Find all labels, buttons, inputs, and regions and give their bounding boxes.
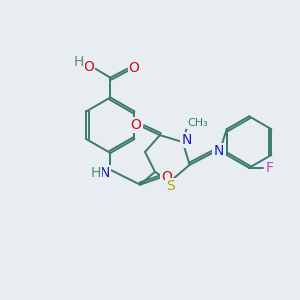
Text: O: O — [83, 60, 94, 74]
Text: H: H — [74, 55, 84, 69]
Text: O: O — [131, 118, 142, 132]
Text: N: N — [99, 166, 110, 180]
Text: N: N — [182, 133, 192, 147]
Text: F: F — [266, 161, 274, 175]
Text: CH₃: CH₃ — [187, 118, 208, 128]
Text: O: O — [129, 61, 140, 75]
Text: H: H — [90, 166, 101, 180]
Text: N: N — [213, 144, 224, 158]
Text: S: S — [167, 179, 175, 193]
Text: O: O — [161, 170, 172, 184]
